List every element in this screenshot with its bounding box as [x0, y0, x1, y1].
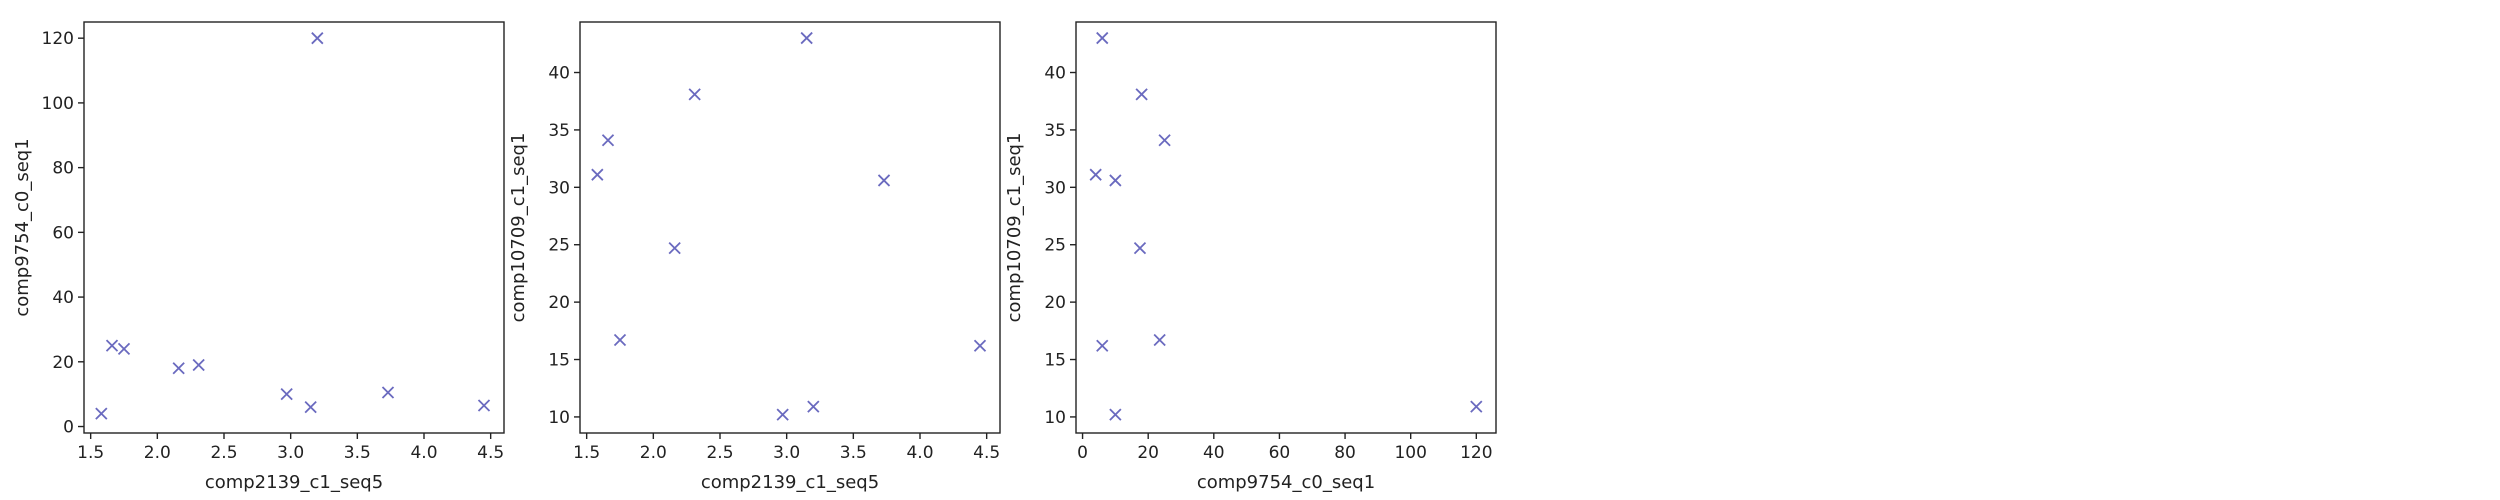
y-tick-label: 20: [1044, 293, 1066, 313]
data-point-marker: [381, 386, 395, 399]
data-point-marker: [1096, 31, 1109, 45]
data-point-marker: [613, 333, 627, 347]
data-point-marker: [688, 88, 701, 101]
data-point-marker: [172, 362, 185, 375]
y-tick-label: 15: [1044, 351, 1066, 371]
x-tick-label: 2.0: [144, 443, 171, 463]
x-tick-label: 1.5: [573, 443, 600, 463]
y-tick-label: 20: [52, 353, 74, 373]
x-tick-label: 4.5: [477, 443, 504, 463]
y-tick-label: 35: [1044, 121, 1066, 141]
data-point-marker: [601, 134, 615, 147]
data-point-marker: [973, 339, 987, 352]
x-tick-label: 2.0: [640, 443, 667, 463]
x-tick-label: 3.0: [773, 443, 800, 463]
y-tick-label: 25: [1044, 236, 1066, 256]
x-tick-label: 2.5: [210, 443, 237, 463]
x-tick-label: 3.0: [277, 443, 304, 463]
x-tick-label: 120: [1460, 443, 1492, 463]
x-tick-label: 0: [1077, 443, 1088, 463]
y-axis-ticks: 10 15 20 25 30 35 40: [1044, 64, 1076, 428]
y-tick-label: 10: [1044, 408, 1066, 428]
data-point-marker: [1089, 168, 1102, 181]
scatter-panel-3: 0 20 40 60 80 100 120 10 15 20 25 30 35 40 comp9754_…: [1004, 21, 1497, 493]
data-point-marker: [807, 400, 820, 413]
y-tick-label: 10: [548, 408, 570, 428]
x-axis-label: comp9754_c0_seq1: [1197, 472, 1375, 493]
scatter-panel-1: 1.5 2.0 2.5 3.0 3.5 4.0 4.5 0 20 40 60 80 100 120 co…: [12, 21, 505, 493]
x-tick-label: 80: [1334, 443, 1356, 463]
x-tick-label: 3.5: [840, 443, 867, 463]
y-tick-label: 25: [548, 236, 570, 256]
x-axis-label: comp2139_c1_seq5: [205, 472, 383, 493]
y-axis-ticks: 10 15 20 25 30 35 40: [548, 64, 580, 428]
data-point-marker: [95, 407, 108, 420]
y-axis-ticks: 0 20 40 60 80 100 120: [42, 29, 84, 438]
data-point-marker: [280, 388, 293, 401]
scatter-panel-2: 1.5 2.0 2.5 3.0 3.5 4.0 4.5 10 15 20 25 30 35 40 com…: [508, 21, 1001, 493]
plot-frame: [83, 21, 505, 434]
data-point-marker: [591, 168, 604, 181]
x-axis-label: comp2139_c1_seq5: [701, 472, 879, 493]
x-tick-label: 40: [1203, 443, 1225, 463]
data-point-marker: [1470, 400, 1483, 413]
x-tick-label: 4.0: [906, 443, 933, 463]
data-point-marker: [800, 31, 813, 45]
y-tick-label: 40: [548, 64, 570, 84]
y-tick-label: 30: [1044, 178, 1066, 198]
y-tick-label: 120: [42, 29, 74, 49]
y-tick-label: 100: [42, 94, 74, 114]
x-axis-ticks: 1.5 2.0 2.5 3.0 3.5 4.0 4.5: [77, 433, 504, 463]
data-point-marker: [1096, 339, 1109, 352]
data-point-marker: [1109, 408, 1122, 421]
data-point-marker: [1109, 174, 1122, 187]
y-tick-label: 0: [63, 418, 74, 438]
data-point-marker: [105, 339, 119, 352]
x-tick-label: 2.5: [706, 443, 733, 463]
y-axis-label: comp10709_c1_seq1: [1004, 133, 1025, 323]
x-tick-label: 20: [1137, 443, 1159, 463]
data-point-marker: [776, 408, 789, 421]
y-tick-label: 60: [52, 223, 74, 243]
y-axis-label: comp10709_c1_seq1: [508, 133, 529, 323]
y-tick-label: 35: [548, 121, 570, 141]
x-axis-ticks: 0 20 40 60 80 100 120: [1077, 433, 1493, 463]
plot-frame: [1075, 21, 1497, 434]
y-tick-label: 40: [1044, 64, 1066, 84]
y-tick-label: 15: [548, 351, 570, 371]
y-tick-label: 20: [548, 293, 570, 313]
x-axis-ticks: 1.5 2.0 2.5 3.0 3.5 4.0 4.5: [573, 433, 1000, 463]
y-tick-label: 80: [52, 159, 74, 179]
data-point-marker: [668, 242, 681, 255]
plot-frame: [579, 21, 1001, 434]
x-tick-label: 60: [1269, 443, 1291, 463]
x-tick-label: 1.5: [77, 443, 104, 463]
x-tick-label: 4.0: [410, 443, 437, 463]
data-point-marker: [1133, 242, 1147, 255]
data-points: [591, 31, 987, 421]
y-axis-label: comp9754_c0_seq1: [12, 138, 33, 316]
data-point-marker: [877, 174, 891, 187]
x-tick-label: 100: [1394, 443, 1426, 463]
y-tick-label: 30: [548, 178, 570, 198]
x-tick-label: 4.5: [973, 443, 1000, 463]
data-points: [95, 32, 491, 420]
data-point-marker: [1135, 88, 1148, 101]
data-point-marker: [192, 358, 205, 372]
data-point-marker: [1158, 134, 1171, 147]
data-points: [1089, 31, 1483, 421]
data-point-marker: [311, 32, 324, 45]
data-point-marker: [117, 342, 131, 355]
data-point-marker: [1153, 333, 1166, 347]
x-tick-label: 3.5: [344, 443, 371, 463]
data-point-marker: [304, 400, 317, 414]
data-point-marker: [477, 399, 491, 412]
y-tick-label: 40: [52, 288, 74, 308]
